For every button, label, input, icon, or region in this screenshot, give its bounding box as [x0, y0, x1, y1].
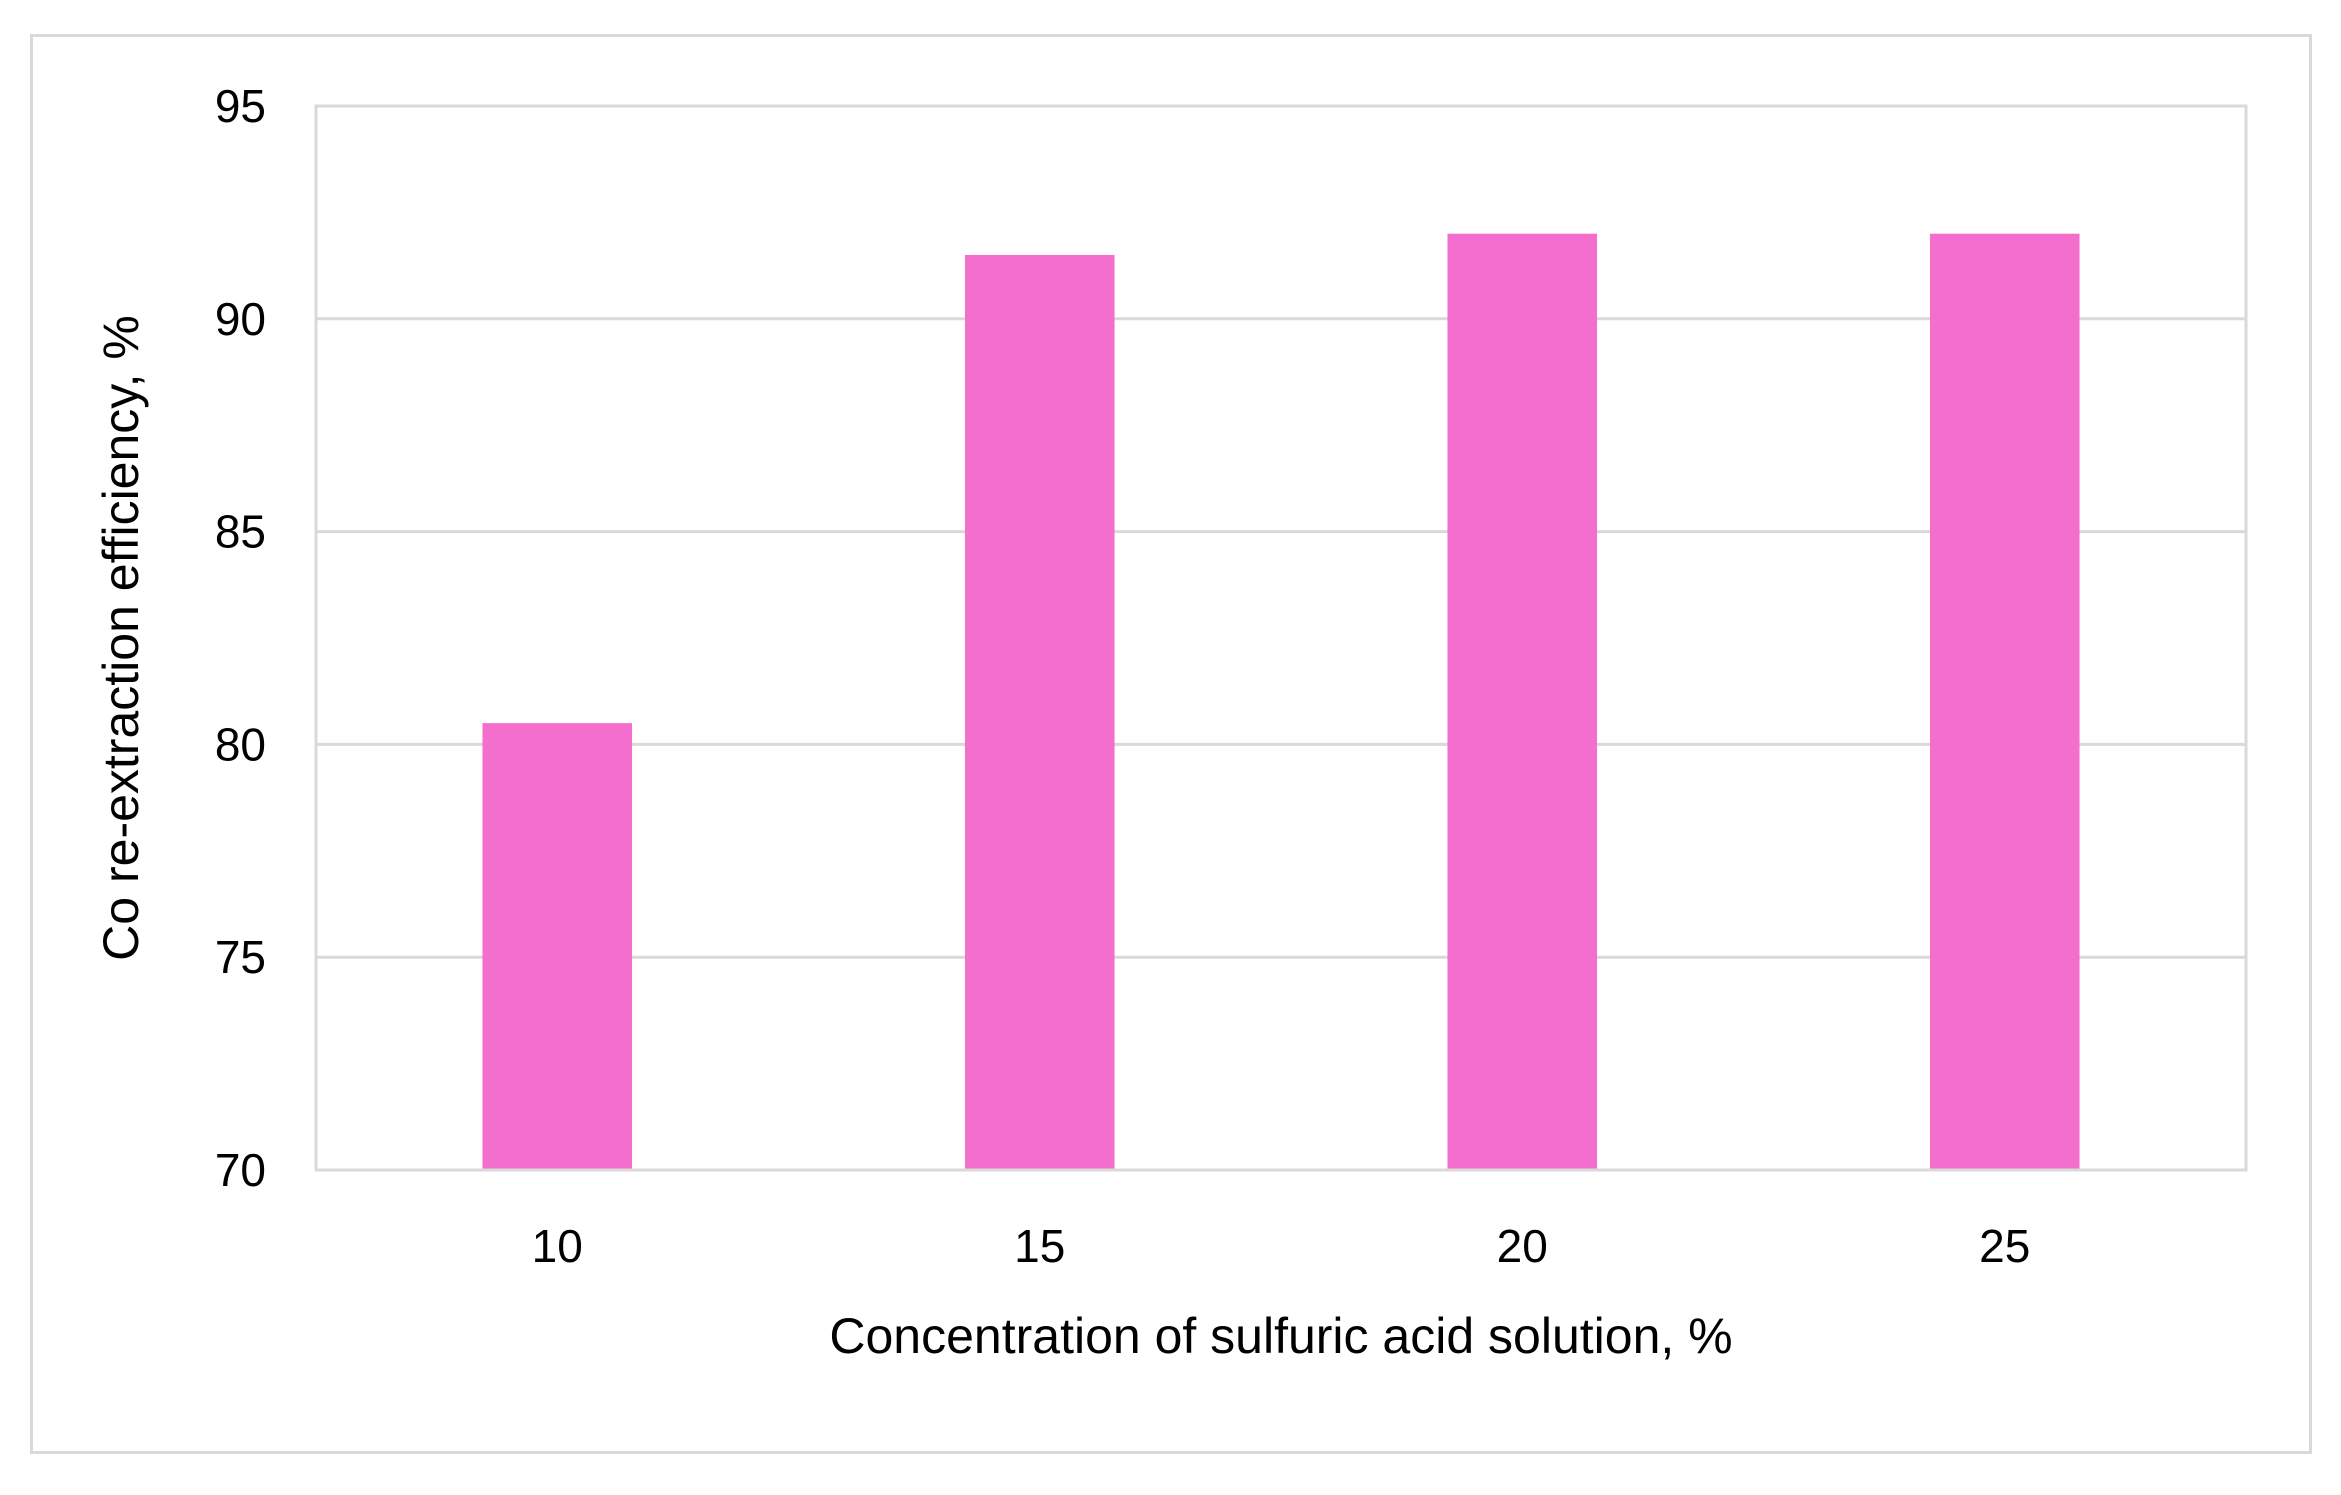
bar-15	[964, 254, 1115, 1169]
y-tick-label: 80	[215, 718, 266, 770]
y-tick-label: 95	[215, 80, 266, 132]
x-axis-title: Concentration of sulfuric acid solution,…	[829, 1308, 1732, 1364]
gridlines	[316, 317, 2246, 959]
y-tick-label: 75	[215, 931, 266, 983]
x-tick-label: 20	[1497, 1220, 1548, 1272]
y-axis-title: Co re-extraction efficiency, %	[93, 315, 149, 961]
y-tick-label: 90	[215, 293, 266, 345]
y-tick-label: 70	[215, 1144, 266, 1196]
x-tick-label: 25	[1979, 1220, 2030, 1272]
bars	[482, 233, 2080, 1169]
x-tick-label: 10	[532, 1220, 583, 1272]
bar-10	[482, 723, 633, 1169]
plot-area-border	[314, 104, 2248, 1172]
x-tick-label: 15	[1014, 1220, 1065, 1272]
y-axis-tick-labels: 70 75 80 85 90 95	[215, 80, 266, 1196]
y-tick-label: 85	[215, 506, 266, 558]
x-axis-tick-labels: 10 15 20 25	[532, 1220, 2031, 1272]
bar-20	[1447, 233, 1598, 1169]
bar-25	[1929, 233, 2080, 1169]
